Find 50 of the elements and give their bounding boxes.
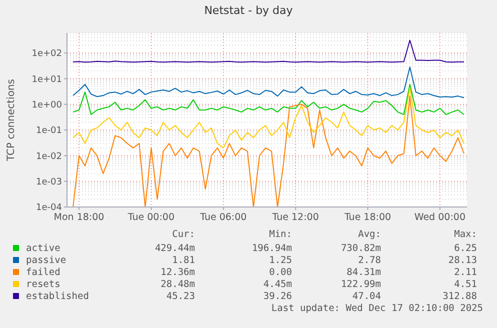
y-tick-label: 1e+01 xyxy=(32,74,62,85)
line-series xyxy=(72,87,464,148)
text: 84.31m xyxy=(346,267,382,278)
text: 6.25 xyxy=(454,243,477,254)
text: 1.81 xyxy=(172,255,196,266)
legend-label: active xyxy=(26,243,61,254)
text: 122.99m xyxy=(340,279,382,290)
y-tick-label: 1e-03 xyxy=(36,177,62,188)
text: Min: xyxy=(269,229,292,240)
y-tick-label: 1e+02 xyxy=(32,49,62,60)
line-series xyxy=(72,96,464,208)
text: 429.44m xyxy=(154,243,196,254)
line-series xyxy=(72,40,464,63)
x-tick-label: Mon 18:00 xyxy=(54,212,104,223)
text: 2.11 xyxy=(454,267,478,278)
text: 28.48m xyxy=(160,279,196,290)
legend-label: passive xyxy=(26,255,66,266)
text: 39.26 xyxy=(263,291,292,302)
text: Last update: Wed Dec 17 02:10:00 2025 xyxy=(271,303,483,314)
legend-label: failed xyxy=(26,267,60,278)
x-tick-label: Tue 18:00 xyxy=(343,212,392,223)
x-tick-label: Tue 00:00 xyxy=(126,212,175,223)
text: 1.25 xyxy=(269,255,292,266)
text: Cur: xyxy=(172,229,195,240)
line-series xyxy=(72,84,464,116)
text: 45.23 xyxy=(166,291,195,302)
text: 730.82m xyxy=(340,243,382,254)
text: Avg: xyxy=(358,229,381,240)
x-tick-label: Wed 00:00 xyxy=(414,212,466,223)
text: 12.36m xyxy=(160,267,196,278)
text: 4.51 xyxy=(454,279,478,290)
y-tick-label: 1e-01 xyxy=(36,126,62,136)
text: 2.78 xyxy=(358,255,382,266)
chart-title: Netstat - by day xyxy=(204,4,294,17)
text: 47.04 xyxy=(352,291,382,302)
line-series xyxy=(72,66,464,98)
y-axis-title: TCP connections xyxy=(6,78,17,162)
legend-label: established xyxy=(26,291,89,302)
text: 4.45m xyxy=(263,279,292,290)
y-tick-label: 1e+00 xyxy=(32,100,62,110)
text: 28.13 xyxy=(448,255,477,266)
y-tick-label: 1e-04 xyxy=(36,203,62,214)
text: 0.00 xyxy=(269,267,292,278)
text: 312.88 xyxy=(442,291,478,302)
y-tick-label: 1e-02 xyxy=(36,152,62,162)
text: Max: xyxy=(454,229,477,240)
text: 196.94m xyxy=(252,243,292,254)
x-tick-label: Tue 12:00 xyxy=(271,212,319,223)
x-tick-label: Tue 06:00 xyxy=(199,212,247,223)
legend-label: resets xyxy=(26,279,60,290)
